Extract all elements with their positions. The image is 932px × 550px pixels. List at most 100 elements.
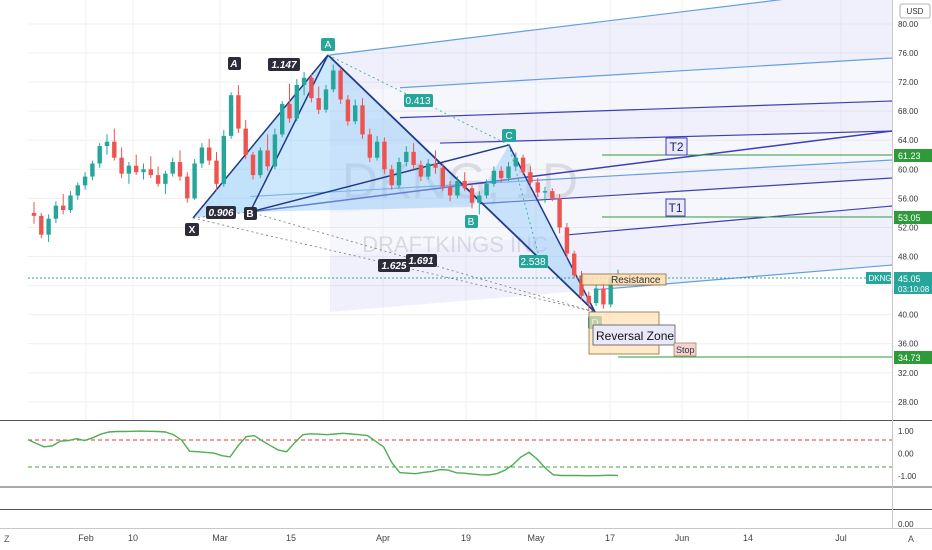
pitchfork-line[interactable] bbox=[594, 264, 892, 291]
ratio-label-xb[interactable]: 0.906 bbox=[206, 206, 236, 219]
candle[interactable] bbox=[426, 159, 431, 180]
candle[interactable] bbox=[345, 95, 351, 126]
candle[interactable] bbox=[46, 214, 51, 242]
candle[interactable] bbox=[97, 143, 102, 168]
time-axis[interactable]: Feb 10 Mar 15 Apr 19 May 17 Jun 14 Jul Z A bbox=[0, 528, 932, 545]
candle[interactable] bbox=[39, 212, 44, 239]
candle[interactable] bbox=[316, 86, 321, 115]
candle[interactable] bbox=[31, 202, 37, 224]
candle[interactable] bbox=[404, 146, 409, 167]
candle[interactable] bbox=[207, 138, 212, 165]
pitchfork-line[interactable] bbox=[249, 159, 892, 198]
candle[interactable] bbox=[309, 73, 314, 103]
candle[interactable] bbox=[185, 172, 190, 203]
candle[interactable] bbox=[477, 191, 482, 215]
candle[interactable] bbox=[265, 134, 270, 171]
candle[interactable] bbox=[170, 157, 175, 177]
candlestick-series[interactable] bbox=[31, 64, 621, 311]
candle[interactable] bbox=[374, 135, 380, 161]
candle[interactable] bbox=[82, 172, 88, 190]
candle[interactable] bbox=[258, 147, 263, 179]
candle[interactable] bbox=[593, 284, 599, 306]
point-label-x[interactable]: X bbox=[185, 223, 199, 236]
pitchfork-median-line[interactable] bbox=[249, 130, 892, 213]
candle[interactable] bbox=[542, 186, 548, 203]
t1-label[interactable]: T1 bbox=[665, 198, 686, 217]
candle[interactable] bbox=[214, 151, 219, 192]
candle[interactable] bbox=[484, 179, 489, 199]
candle[interactable] bbox=[236, 85, 241, 133]
candle[interactable] bbox=[535, 178, 540, 197]
timezone-button[interactable]: Z bbox=[4, 534, 10, 544]
candle[interactable] bbox=[550, 188, 555, 202]
candle[interactable] bbox=[104, 134, 110, 155]
candle[interactable] bbox=[586, 291, 591, 311]
ratio-label-bd[interactable]: 2.538 bbox=[519, 255, 548, 268]
candle[interactable] bbox=[112, 128, 117, 161]
candle[interactable] bbox=[272, 128, 278, 170]
candle[interactable] bbox=[221, 130, 226, 187]
price-pane[interactable]: DKNG, 1D DRAFTKINGS INC bbox=[0, 0, 932, 421]
candle[interactable] bbox=[331, 64, 336, 93]
candle[interactable] bbox=[338, 67, 343, 104]
pitchfork-line[interactable] bbox=[329, 0, 892, 56]
candle[interactable] bbox=[287, 83, 292, 123]
candle[interactable] bbox=[367, 128, 372, 163]
candle[interactable] bbox=[572, 250, 577, 279]
candle[interactable] bbox=[418, 160, 424, 181]
candle[interactable] bbox=[90, 160, 95, 181]
candle[interactable] bbox=[411, 143, 416, 170]
candle[interactable] bbox=[141, 163, 146, 180]
candle[interactable] bbox=[192, 159, 197, 200]
candle[interactable] bbox=[513, 152, 518, 170]
candle[interactable] bbox=[528, 166, 533, 187]
candle[interactable] bbox=[148, 156, 153, 179]
candle[interactable] bbox=[440, 163, 445, 192]
candle[interactable] bbox=[360, 98, 365, 139]
currency-badge[interactable]: USD bbox=[899, 3, 931, 19]
candle[interactable] bbox=[119, 147, 124, 179]
reversal-zone-box[interactable]: Reversal Zone bbox=[588, 311, 676, 355]
candle[interactable] bbox=[250, 151, 256, 180]
candle[interactable] bbox=[499, 166, 504, 183]
candle[interactable] bbox=[163, 170, 168, 195]
oscillator-line[interactable] bbox=[27, 430, 619, 477]
candle[interactable] bbox=[61, 194, 66, 215]
pitchfork-line[interactable] bbox=[399, 100, 892, 119]
ratio-label-ac[interactable]: 0.413 bbox=[404, 94, 433, 107]
symbol-tag[interactable]: DKNG bbox=[866, 272, 892, 284]
candle[interactable] bbox=[228, 92, 234, 139]
candle[interactable] bbox=[353, 99, 358, 125]
candle[interactable] bbox=[396, 157, 402, 189]
ratio-label-xd[interactable]: 1.625 bbox=[378, 259, 410, 272]
stop-label[interactable]: Stop bbox=[673, 342, 697, 357]
candle[interactable] bbox=[557, 194, 562, 234]
candle[interactable] bbox=[520, 154, 526, 176]
candle[interactable] bbox=[382, 137, 387, 174]
candle[interactable] bbox=[389, 164, 394, 190]
oscillator-pane[interactable] bbox=[0, 430, 932, 510]
candle[interactable] bbox=[155, 166, 161, 187]
candle[interactable] bbox=[75, 182, 80, 200]
candle[interactable] bbox=[134, 154, 139, 176]
candle[interactable] bbox=[564, 223, 570, 258]
candle[interactable] bbox=[177, 150, 183, 181]
price-axis[interactable]: 28.0032.0036.0040.0044.0048.0052.0056.00… bbox=[866, 0, 932, 529]
pitchfork-lines[interactable] bbox=[249, 0, 892, 291]
candle[interactable] bbox=[601, 282, 606, 309]
resistance-zone[interactable]: Resistance bbox=[581, 273, 667, 286]
candle[interactable] bbox=[506, 162, 511, 181]
candle[interactable] bbox=[491, 166, 497, 187]
ratio-label-ab[interactable]: 1.147 bbox=[268, 58, 300, 71]
candle[interactable] bbox=[199, 143, 205, 168]
candle[interactable] bbox=[455, 176, 460, 199]
candle[interactable] bbox=[301, 71, 307, 96]
candle[interactable] bbox=[469, 183, 475, 209]
candle[interactable] bbox=[280, 101, 285, 138]
candle[interactable] bbox=[323, 85, 329, 113]
candle[interactable] bbox=[126, 162, 132, 184]
t2-label[interactable]: T2 bbox=[665, 137, 688, 156]
ratio-label-xd-alt[interactable]: 1.691 bbox=[406, 254, 437, 267]
pitchfork-line[interactable] bbox=[399, 57, 892, 89]
